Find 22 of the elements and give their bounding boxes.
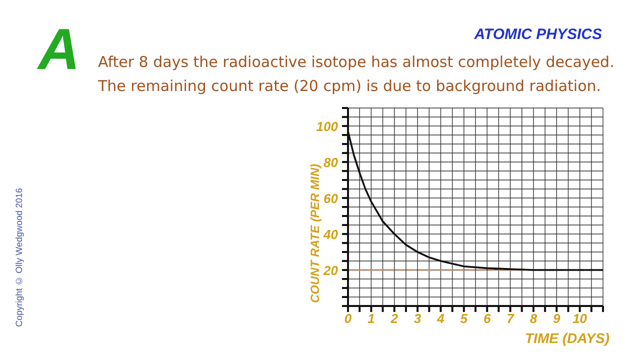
x-tick-label: 8 [530,311,538,326]
x-tick-label: 7 [506,311,515,326]
x-tick-label: 0 [344,311,352,326]
x-tick-label: 4 [436,311,446,326]
x-axis-title: TIME (DAYS) [524,330,611,346]
chart-title: After 8 days the radioactive isotope has almost completely decayed. The remaining count rate (20 cpm) is due to background radiation. [98,52,616,97]
x-tick-label: 3 [414,311,422,326]
x-tick-label: 2 [390,311,399,326]
text: ATOMIC PHYSICS [474,26,602,43]
y-tick-label: 40 [322,227,339,242]
y-tick-label: 80 [324,155,339,170]
x-tick-label: 6 [483,311,492,326]
x-tick-label: 9 [553,311,562,326]
text: A [38,16,80,83]
y-tick-label: 100 [316,119,339,134]
y-tick-label: 60 [324,191,339,206]
y-tick-label: 20 [322,263,339,278]
x-tick-label: 5 [460,311,468,326]
text: Copyright © Olly Wedgwood 2016 [14,188,24,327]
y-axis-title: COUNT RATE (PER MIN) [308,162,322,305]
x-tick-label: 10 [572,311,588,326]
x-tick-label: 1 [368,311,375,326]
